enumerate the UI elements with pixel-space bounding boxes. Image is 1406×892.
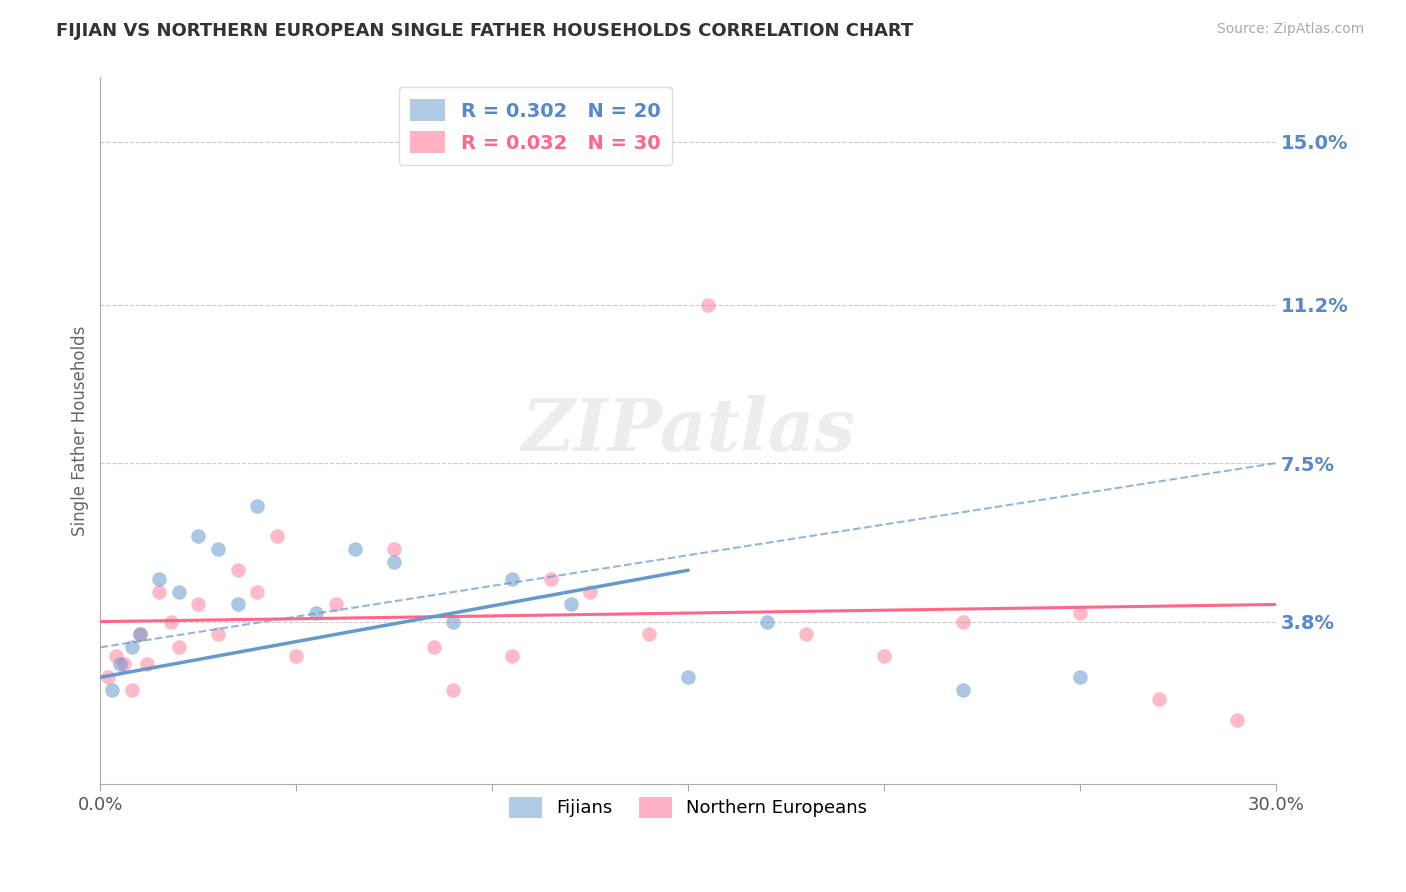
Point — [560, 598, 582, 612]
Point — [97, 670, 120, 684]
Point — [187, 529, 209, 543]
Text: ZIPatlas: ZIPatlas — [522, 395, 855, 467]
Point — [344, 541, 367, 556]
Point — [501, 572, 523, 586]
Point — [108, 657, 131, 672]
Point — [112, 657, 135, 672]
Point — [794, 627, 817, 641]
Point — [638, 627, 661, 641]
Point — [128, 627, 150, 641]
Point — [226, 598, 249, 612]
Text: FIJIAN VS NORTHERN EUROPEAN SINGLE FATHER HOUSEHOLDS CORRELATION CHART: FIJIAN VS NORTHERN EUROPEAN SINGLE FATHE… — [56, 22, 914, 40]
Point — [755, 615, 778, 629]
Point — [101, 683, 124, 698]
Point — [696, 297, 718, 311]
Point — [952, 683, 974, 698]
Point — [136, 657, 159, 672]
Point — [873, 648, 896, 663]
Point — [207, 541, 229, 556]
Point — [105, 648, 128, 663]
Point — [501, 648, 523, 663]
Point — [540, 572, 562, 586]
Point — [305, 606, 328, 620]
Point — [207, 627, 229, 641]
Point — [441, 683, 464, 698]
Legend: Fijians, Northern Europeans: Fijians, Northern Europeans — [502, 789, 875, 825]
Point — [1069, 670, 1091, 684]
Text: Source: ZipAtlas.com: Source: ZipAtlas.com — [1216, 22, 1364, 37]
Point — [952, 615, 974, 629]
Point — [678, 670, 700, 684]
Point — [187, 598, 209, 612]
Point — [167, 584, 190, 599]
Point — [266, 529, 288, 543]
Point — [246, 584, 269, 599]
Point — [422, 640, 444, 655]
Point — [246, 499, 269, 513]
Point — [382, 555, 405, 569]
Point — [167, 640, 190, 655]
Point — [226, 563, 249, 577]
Point — [121, 683, 143, 698]
Point — [285, 648, 308, 663]
Y-axis label: Single Father Households: Single Father Households — [72, 326, 89, 536]
Point — [579, 584, 602, 599]
Point — [128, 627, 150, 641]
Point — [1147, 691, 1170, 706]
Point — [148, 572, 170, 586]
Point — [160, 615, 183, 629]
Point — [148, 584, 170, 599]
Point — [1226, 713, 1249, 727]
Point — [1069, 606, 1091, 620]
Point — [121, 640, 143, 655]
Point — [441, 615, 464, 629]
Point — [382, 541, 405, 556]
Point — [325, 598, 347, 612]
